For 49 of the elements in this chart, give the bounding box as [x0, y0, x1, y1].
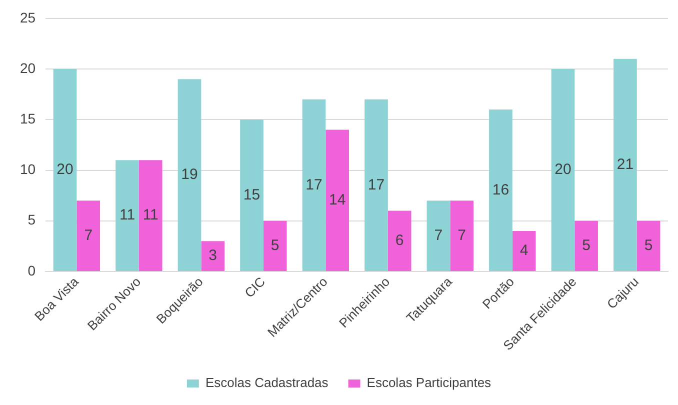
- bar: [636, 220, 660, 271]
- bar: [512, 231, 536, 271]
- data-label: 11: [142, 206, 158, 224]
- bar: [116, 160, 139, 271]
- bar: [614, 58, 637, 271]
- data-label: 7: [434, 226, 443, 244]
- bar: [426, 200, 450, 271]
- bar: [388, 210, 412, 271]
- bar: [551, 69, 575, 271]
- y-tick-label: 15: [20, 110, 36, 126]
- data-label: 15: [243, 186, 260, 204]
- data-label: 11: [119, 206, 136, 224]
- bar: [263, 220, 287, 271]
- data-label: 4: [520, 242, 528, 260]
- data-label: 14: [328, 192, 346, 209]
- data-label: 7: [84, 226, 93, 244]
- y-tick-label: 25: [20, 9, 36, 26]
- bar: [76, 200, 100, 271]
- y-tick-label: 20: [20, 60, 36, 76]
- data-label: 5: [644, 237, 653, 254]
- data-label: 16: [492, 181, 510, 198]
- bar: [178, 79, 202, 271]
- bar: [138, 160, 162, 271]
- data-label: 5: [582, 237, 590, 254]
- bar: [326, 130, 350, 271]
- data-label: 3: [208, 247, 218, 264]
- data-label: 21: [616, 156, 634, 174]
- legend-label: Escolas Cadastradas: [205, 375, 329, 390]
- y-tick-label: 0: [28, 262, 36, 278]
- bar: [53, 69, 77, 271]
- data-label: 7: [458, 226, 466, 244]
- bar: [489, 110, 512, 271]
- data-label: 20: [56, 161, 74, 178]
- x-tick-label: CIC: [242, 274, 268, 300]
- data-label: 20: [554, 161, 572, 178]
- bar: [302, 99, 326, 271]
- data-label: 6: [395, 232, 404, 250]
- legend-label: Escolas Participantes: [366, 375, 492, 390]
- bar: [364, 99, 388, 271]
- bar: [240, 120, 264, 271]
- bar: [574, 220, 598, 271]
- bar: [201, 241, 225, 271]
- y-tick-label: 10: [20, 161, 36, 178]
- bar: [450, 200, 474, 271]
- y-tick-label: 5: [28, 212, 36, 228]
- data-label: 19: [181, 166, 198, 184]
- data-label: 17: [368, 176, 385, 194]
- data-label: 5: [270, 237, 280, 254]
- data-label: 17: [306, 176, 322, 194]
